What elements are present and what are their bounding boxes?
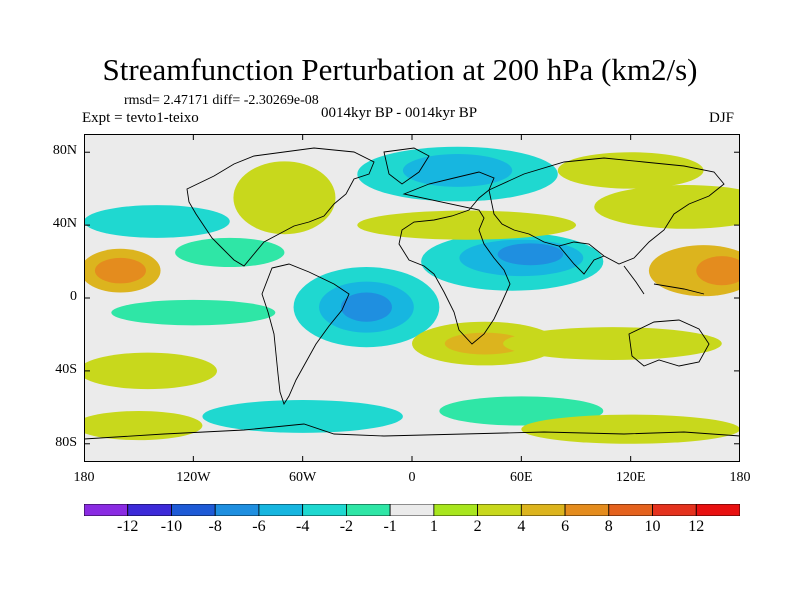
contour-region-17: [696, 256, 740, 286]
colorbar-swatch: [258, 504, 304, 516]
colorbar: [84, 504, 740, 516]
contour-region-2: [84, 205, 230, 238]
contour-region-1: [94, 257, 146, 284]
map-panel: [84, 134, 740, 462]
contour-region-3: [111, 299, 276, 326]
contour-region-18: [503, 327, 722, 360]
contour-region-15: [444, 332, 525, 355]
contour-region-13: [357, 210, 576, 240]
colorbar-swatch: [520, 504, 566, 516]
colorbar-label: 10: [644, 518, 661, 535]
contour-region-21: [233, 161, 336, 235]
coastlines: [84, 147, 740, 440]
axis-ticks: [84, 134, 740, 462]
x-tick-label: 180: [73, 470, 95, 485]
colorbar-swatch: [302, 504, 347, 516]
colorbar-swatch: [84, 504, 129, 516]
contour-region-7: [340, 292, 392, 322]
colorbar-swatch: [171, 504, 216, 516]
colorbar-label: 1: [429, 518, 438, 535]
y-tick-label: 80S: [55, 434, 77, 450]
x-tick-label: 120E: [615, 470, 646, 485]
experiment-label: Expt = tevto1-teixo: [82, 110, 199, 126]
y-tick-label: 40N: [52, 216, 77, 232]
colorbar-label: -1: [383, 518, 397, 535]
colorbar-label: -12: [117, 518, 139, 535]
contour-region-25: [521, 414, 740, 444]
colorbar-swatch: [608, 504, 653, 516]
colorbar-label: -8: [208, 518, 222, 535]
plot-title: Streamfunction Perturbation at 200 hPa (…: [102, 52, 698, 87]
colorbar-label: 4: [517, 518, 526, 535]
colorbar-label: 6: [561, 518, 570, 535]
period-label: 0014kyr BP - 0014kyr BP: [321, 105, 478, 121]
contour-region-26: [84, 410, 203, 441]
x-tick-label: 60W: [289, 470, 317, 485]
colorbar-swatch: [127, 504, 172, 516]
contour-field: [84, 146, 740, 444]
colorbar-label: -4: [295, 518, 310, 535]
colorbar-swatch: [695, 504, 740, 516]
contour-region-20: [557, 152, 704, 189]
colorbar-label: -6: [252, 518, 266, 535]
colorbar-swatch: [564, 504, 610, 516]
colorbar-swatch: [433, 504, 479, 516]
rmsd-diff-stats: rmsd= 2.47171 diff= -2.30269e-08: [124, 93, 319, 108]
season-label: DJF: [709, 110, 735, 126]
x-tick-label: 120W: [176, 470, 211, 485]
contour-region-19: [594, 185, 740, 229]
x-tick-label: 60E: [510, 470, 533, 485]
x-tick-label: 180: [729, 470, 751, 485]
contour-region-10: [497, 243, 564, 266]
colorbar-label: -2: [339, 518, 354, 535]
colorbar-label: 2: [473, 518, 482, 535]
contour-region-12: [402, 154, 513, 187]
colorbar-swatch: [477, 504, 522, 516]
y-tick-label: 0: [70, 289, 77, 304]
y-tick-label: 40S: [55, 361, 77, 377]
colorbar-label: 12: [688, 518, 705, 535]
colorbar-swatch: [652, 504, 697, 516]
colorbar-label: -10: [160, 518, 183, 535]
contour-region-4: [84, 352, 218, 390]
colorbar-swatch: [214, 504, 260, 516]
colorbar-swatch: [345, 504, 391, 516]
contour-region-23: [202, 400, 403, 433]
y-tick-label: 80N: [52, 143, 77, 159]
x-tick-label: 0: [408, 470, 416, 485]
colorbar-swatch: [389, 504, 435, 516]
contour-region-22: [175, 237, 285, 268]
colorbar-label: 8: [604, 518, 613, 535]
